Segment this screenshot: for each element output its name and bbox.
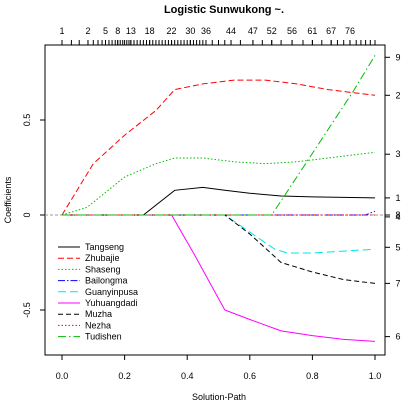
top-tick-label: 47 — [248, 26, 258, 36]
right-tick-label: 2 — [395, 90, 400, 100]
top-tick-label: 67 — [326, 26, 336, 36]
right-tick-label: 7 — [395, 278, 400, 288]
series-line-zhubajie — [61, 79, 376, 216]
series-line-shaseng — [61, 151, 376, 216]
top-tick-label: 56 — [287, 26, 297, 36]
legend-label: Shaseng — [85, 264, 121, 274]
legend-label: Tangseng — [85, 242, 124, 252]
legend-label: Nezha — [85, 320, 111, 330]
series-group — [61, 55, 376, 342]
series-line-tudishen — [62, 55, 376, 216]
bottom-axis: 0.0 0.2 0.4 0.6 0.8 1.0 — [56, 354, 382, 381]
series-line-yuhuangdadi — [62, 214, 376, 342]
right-tick-label: 6 — [395, 332, 400, 342]
right-tick-label: 8 — [395, 210, 400, 220]
right-tick-label: 4 — [395, 212, 400, 222]
right-tick-label: 9 — [395, 52, 400, 62]
left-axis: -0.5 0 0.5 — [22, 114, 46, 318]
top-tick-label: 44 — [226, 26, 236, 36]
x-tick-label: 0.4 — [181, 371, 194, 381]
legend-label: Guanyinpusa — [85, 287, 138, 297]
top-tick-label: 1 — [59, 26, 64, 36]
y-tick-label: 0.5 — [22, 114, 32, 127]
top-tick-label: 13 — [126, 26, 136, 36]
x-tick-label: 1.0 — [369, 371, 382, 381]
legend-label: Bailongma — [85, 276, 128, 286]
y-tick-label: 0 — [22, 212, 32, 217]
y-tick-label: -0.5 — [22, 302, 32, 318]
top-tick-label: 22 — [167, 26, 177, 36]
x-tick-label: 0.0 — [56, 371, 69, 381]
top-tick-label: 8 — [115, 26, 120, 36]
top-tick-label: 2 — [85, 26, 90, 36]
x-axis-label: Solution-Path — [192, 392, 246, 402]
legend-label: Zhubajie — [85, 253, 120, 263]
legend-label: Yuhuangdadi — [85, 298, 138, 308]
top-tick-label: 76 — [345, 26, 355, 36]
legend-label: Tudishen — [85, 332, 122, 342]
top-tick-label: 30 — [185, 26, 195, 36]
legend-label: Muzha — [85, 309, 112, 319]
right-tick-label: 5 — [395, 242, 400, 252]
x-tick-label: 0.6 — [244, 371, 257, 381]
right-axis: 9 2 3 1 84 5 7 6 — [385, 52, 401, 342]
top-tick-label: 52 — [267, 26, 277, 36]
series-line-guanyinpusa — [62, 214, 376, 254]
top-tick-label: 36 — [201, 26, 211, 36]
x-tick-label: 0.8 — [306, 371, 319, 381]
series-line-bailongma — [62, 210, 376, 216]
top-tick-label: 18 — [145, 26, 155, 36]
right-tick-label: 3 — [395, 149, 400, 159]
top-axis: 1 2 5 8 13 18 22 30 36 44 47 52 56 61 67 76 — [59, 26, 376, 46]
y-axis-label: Coefficients — [3, 176, 13, 223]
top-tick-label: 5 — [103, 26, 108, 36]
right-tick-label: 1 — [395, 193, 400, 203]
chart-title: Logistic Sunwukong ~. — [164, 4, 284, 16]
series-line-tangseng — [62, 186, 376, 216]
x-tick-label: 0.2 — [118, 371, 131, 381]
top-tick-label: 61 — [307, 26, 317, 36]
